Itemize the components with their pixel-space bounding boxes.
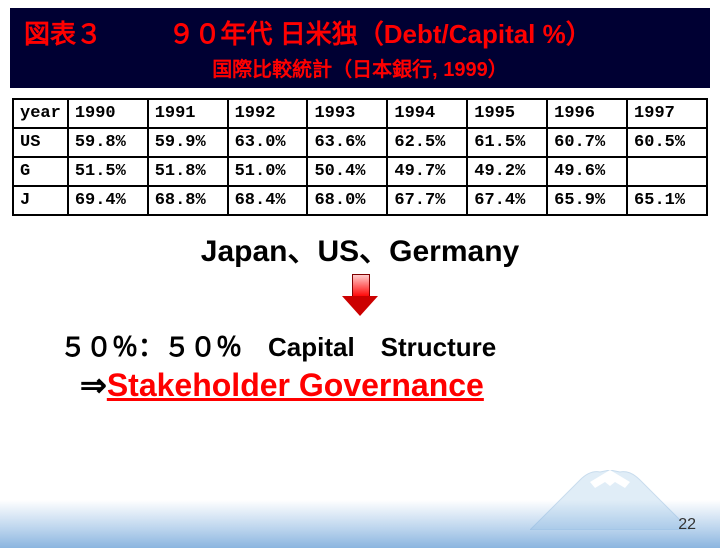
cell: 67.4%: [467, 186, 547, 215]
cell: 63.6%: [307, 128, 387, 157]
cell: 59.9%: [148, 128, 228, 157]
col-header: 1997: [627, 99, 707, 128]
title-right: ９０年代 日米独（Debt/Capital %）: [169, 19, 592, 49]
cell: 62.5%: [387, 128, 467, 157]
stakeholder-line: ⇒Stakeholder Governance: [80, 366, 720, 404]
page-number: 22: [678, 516, 696, 534]
arrow-container: [0, 274, 720, 323]
col-header: 1991: [148, 99, 228, 128]
row-label: J: [13, 186, 68, 215]
table-row: US 59.8% 59.9% 63.0% 63.6% 62.5% 61.5% 6…: [13, 128, 707, 157]
bottom-gradient-decoration: [0, 500, 720, 548]
row-label: US: [13, 128, 68, 157]
fuji-decoration-icon: [530, 470, 690, 530]
table-header-row: year 1990 1991 1992 1993 1994 1995 1996 …: [13, 99, 707, 128]
col-header: year: [13, 99, 68, 128]
cell: 65.1%: [627, 186, 707, 215]
cell: 51.0%: [228, 157, 308, 186]
stakeholder-text: Stakeholder Governance: [107, 367, 484, 403]
col-header: 1995: [467, 99, 547, 128]
table-row: J 69.4% 68.8% 68.4% 68.0% 67.7% 67.4% 65…: [13, 186, 707, 215]
col-header: 1992: [228, 99, 308, 128]
col-header: 1994: [387, 99, 467, 128]
cell: 63.0%: [228, 128, 308, 157]
cell: [627, 157, 707, 186]
arrow-right-symbol: ⇒: [80, 367, 107, 403]
table-row: G 51.5% 51.8% 51.0% 50.4% 49.7% 49.2% 49…: [13, 157, 707, 186]
countries-line: Japan、US、Germany: [0, 226, 720, 270]
header-bar: 図表３ ９０年代 日米独（Debt/Capital %） 国際比較統計（日本銀行…: [10, 8, 710, 88]
cell: 61.5%: [467, 128, 547, 157]
data-table: year 1990 1991 1992 1993 1994 1995 1996 …: [12, 98, 708, 216]
cell: 49.6%: [547, 157, 627, 186]
title-spacer: [109, 19, 161, 49]
subtitle: 国際比較統計（日本銀行, 1999）: [24, 53, 696, 82]
col-header: 1990: [68, 99, 148, 128]
cell: 68.8%: [148, 186, 228, 215]
down-arrow-icon: [342, 274, 378, 318]
cell: 69.4%: [68, 186, 148, 215]
cell: 68.0%: [307, 186, 387, 215]
cell: 60.5%: [627, 128, 707, 157]
cell: 60.7%: [547, 128, 627, 157]
main-title: 図表３ ９０年代 日米独（Debt/Capital %）: [24, 14, 696, 51]
cell: 59.8%: [68, 128, 148, 157]
row-label: G: [13, 157, 68, 186]
cell: 65.9%: [547, 186, 627, 215]
col-header: 1993: [307, 99, 387, 128]
cell: 49.2%: [467, 157, 547, 186]
cell: 51.8%: [148, 157, 228, 186]
title-left: 図表３: [24, 19, 102, 49]
cell: 51.5%: [68, 157, 148, 186]
col-header: 1996: [547, 99, 627, 128]
cell: 68.4%: [228, 186, 308, 215]
cell: 67.7%: [387, 186, 467, 215]
cell: 50.4%: [307, 157, 387, 186]
capital-structure-line: ５０％：５０％ Capital Structure: [60, 327, 720, 364]
cell: 49.7%: [387, 157, 467, 186]
